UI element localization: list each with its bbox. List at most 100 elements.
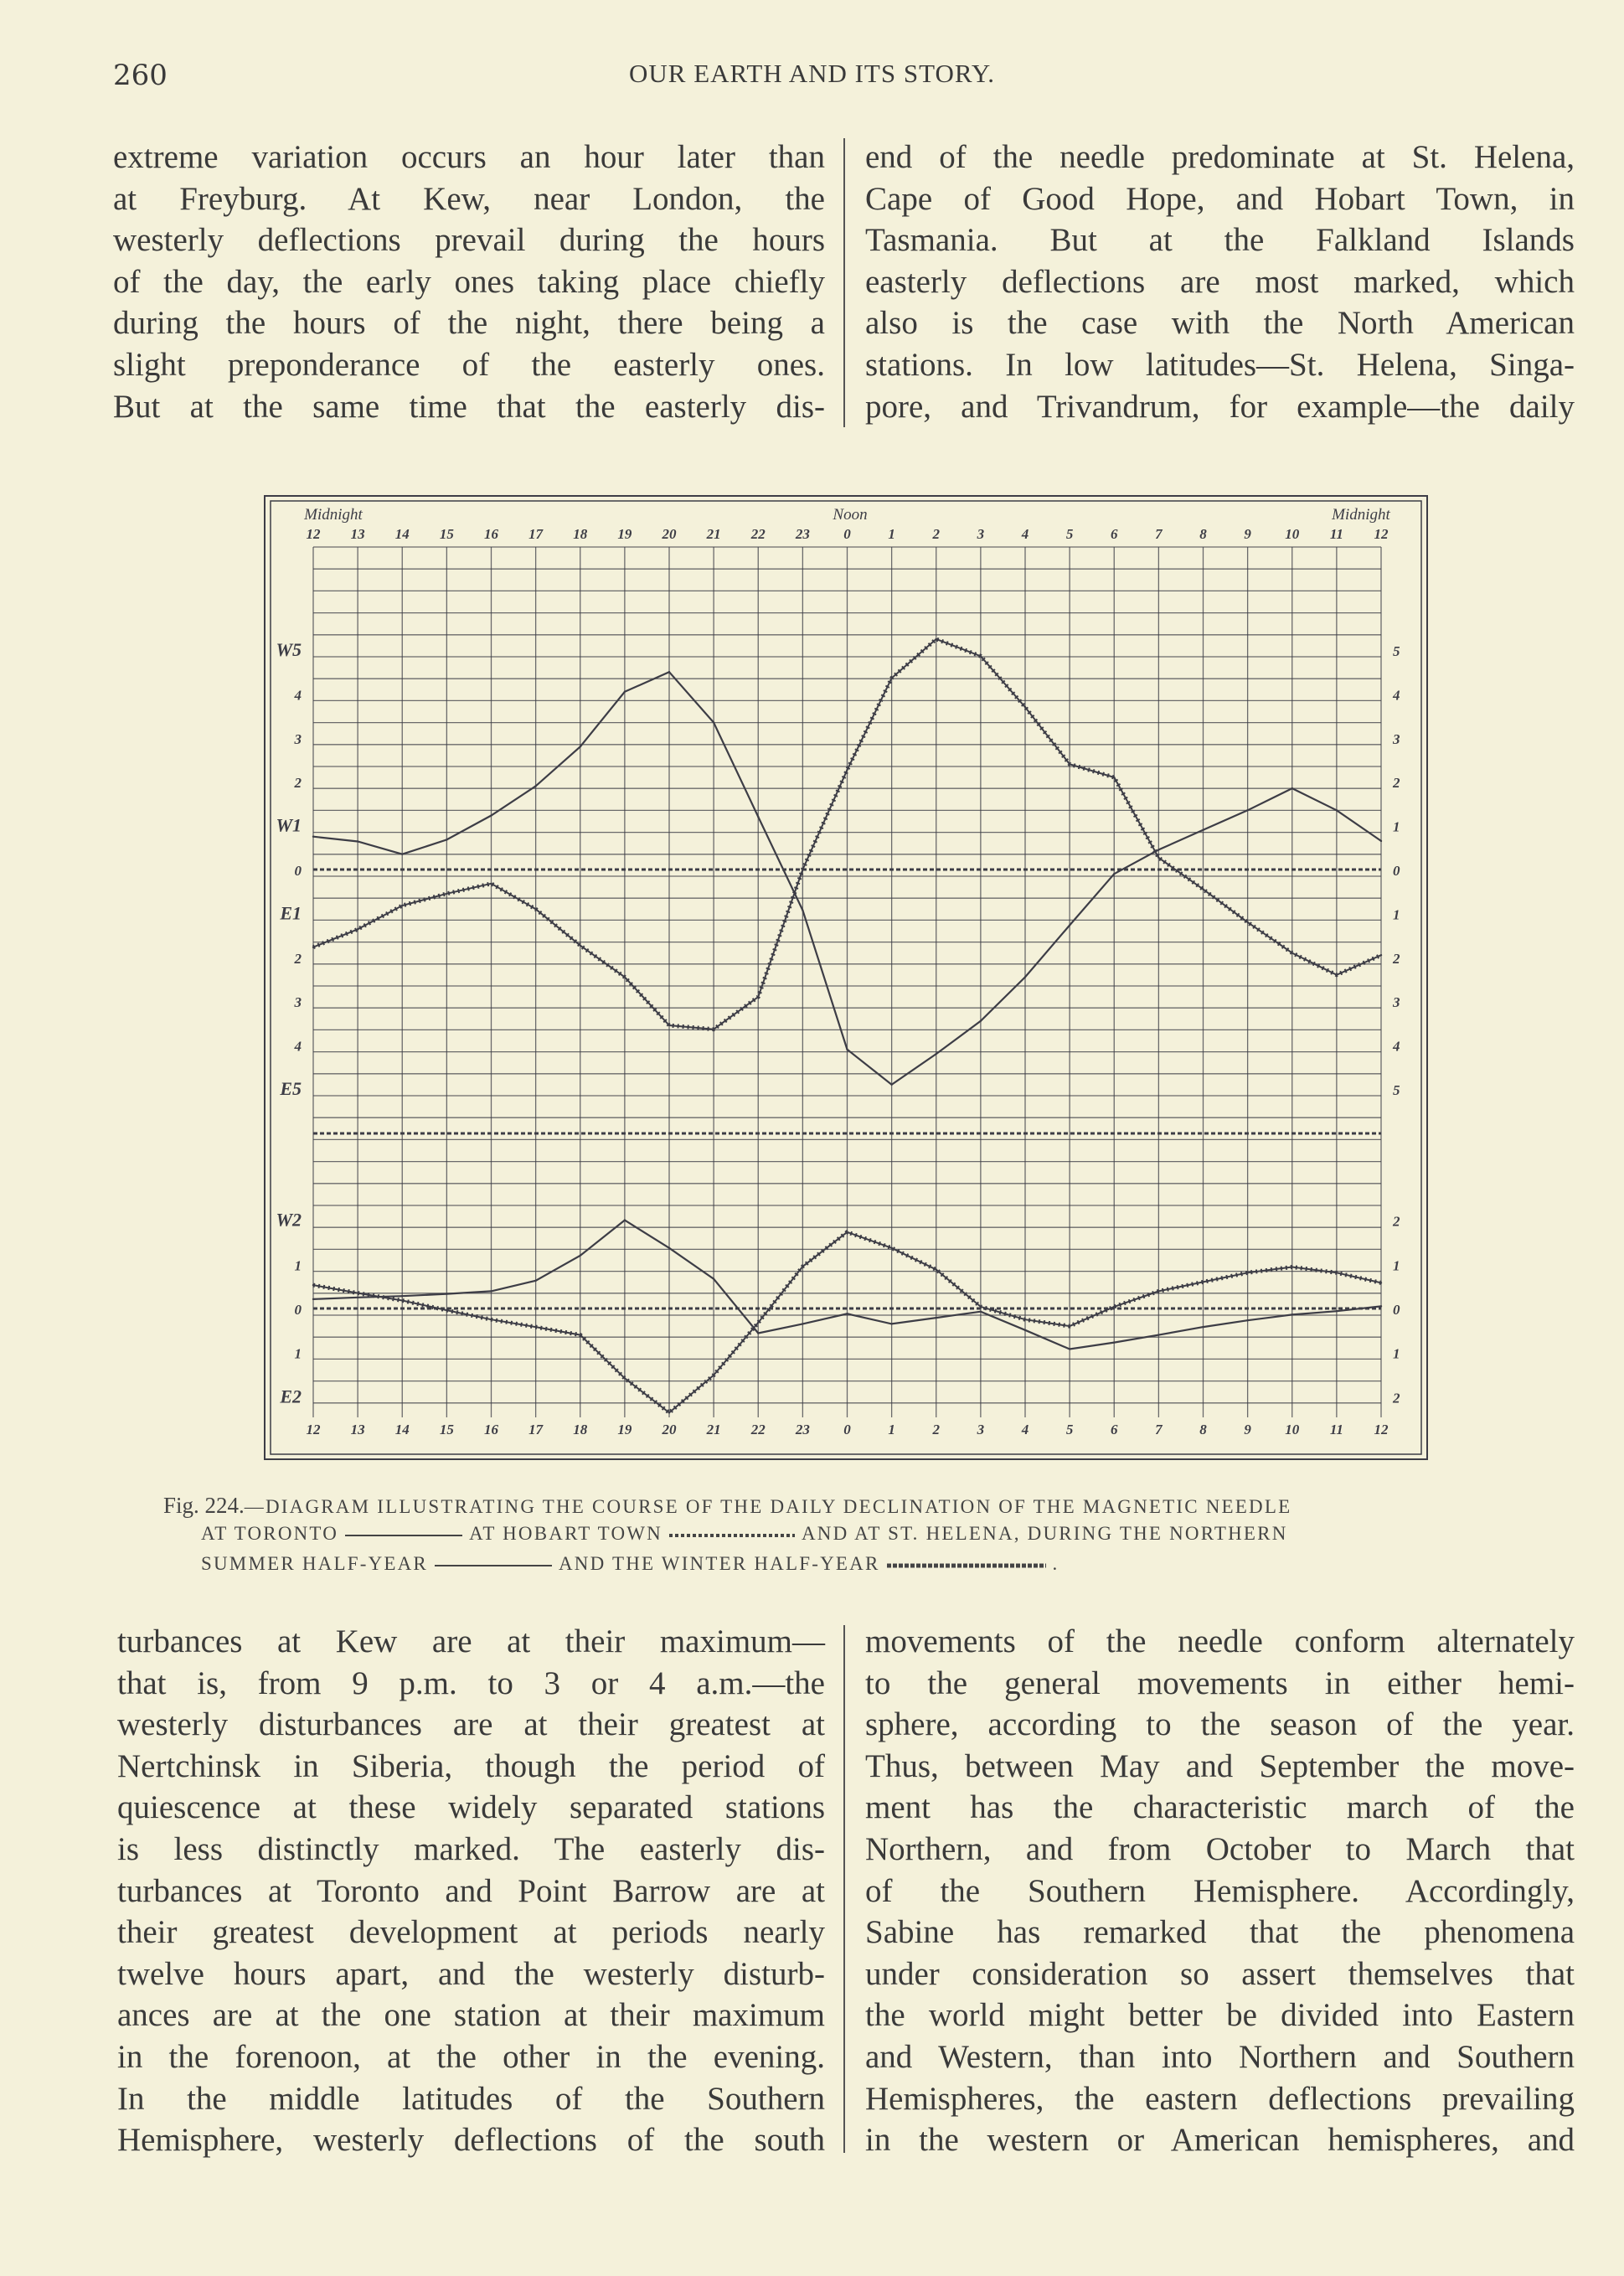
y-tick-label-left: E1 [279, 902, 302, 923]
x-tick-label-bottom: 12 [1374, 1422, 1389, 1437]
x-tick-label-top: 23 [795, 526, 811, 542]
data-point [890, 677, 893, 679]
data-point [802, 1265, 804, 1268]
data-point [757, 815, 760, 818]
text-line: extreme variation occurs an hour later t… [113, 139, 825, 175]
data-point [446, 839, 448, 841]
x-tick-label-bottom: 9 [1244, 1422, 1251, 1437]
data-point [846, 1048, 848, 1051]
x-tick-label-top: 11 [1330, 526, 1343, 542]
x-tick-label-bottom: 10 [1285, 1422, 1300, 1437]
y-tick-label-right: 2 [1392, 1214, 1400, 1230]
text-line: end of the needle predominate at St. Hel… [865, 139, 1575, 175]
data-point [534, 1325, 537, 1329]
data-point [579, 1254, 581, 1257]
y-tick-label-right: 5 [1393, 1082, 1400, 1098]
text-line: Northern, and from October to March that [865, 1830, 1575, 1867]
legend-dotted-line [886, 1563, 1046, 1568]
y-tick-label-left: 4 [294, 1039, 302, 1055]
data-point [1291, 787, 1293, 790]
data-point [935, 1268, 937, 1271]
x-tick-label-top: 19 [617, 526, 632, 542]
x-tick-label-bottom: 19 [617, 1422, 632, 1437]
data-point [712, 1028, 715, 1030]
text-line: In the middle latitudes of the Southern [117, 2080, 825, 2117]
data-point [1157, 1334, 1160, 1336]
text-line: movements of the needle conform alternat… [865, 1623, 1575, 1659]
data-point [979, 1019, 982, 1022]
caption-text: . [1052, 1553, 1059, 1574]
data-point [1113, 873, 1116, 875]
text-line: of the Southern Hemisphere. Accordingly, [865, 1872, 1575, 1909]
x-tick-label-top: 10 [1285, 526, 1300, 542]
data-point [356, 840, 359, 843]
x-tick-label-bottom: 8 [1199, 1422, 1207, 1437]
text-line: of the day, the early ones taking place … [113, 263, 825, 300]
data-point [1291, 952, 1293, 954]
y-tick-label-left: 2 [294, 775, 302, 791]
data-point [668, 671, 671, 674]
data-point [1113, 1305, 1116, 1308]
data-point [1023, 1318, 1027, 1321]
text-line: twelve hours apart, and the westerly dis… [117, 1955, 825, 1992]
x-tick-label-top: 9 [1244, 526, 1251, 542]
y-tick-label-left: 4 [294, 687, 302, 703]
text-line: to the general movements in either hemi- [865, 1664, 1575, 1701]
data-point [935, 637, 937, 641]
data-point [1023, 705, 1027, 709]
x-tick-label-bottom: 6 [1111, 1422, 1118, 1437]
x-tick-label-bottom: 2 [932, 1422, 941, 1437]
text-line: during the hours of the night, there bei… [113, 305, 825, 342]
data-point [979, 655, 982, 658]
data-point [1246, 809, 1249, 812]
data-point [490, 882, 492, 885]
legend-solid-line [434, 1564, 552, 1566]
text-line: westerly disturbances are at their great… [117, 1706, 825, 1743]
data-point [623, 976, 626, 978]
data-point [401, 853, 404, 855]
text-line: Cape of Good Hope, and Hobart Town, in [865, 180, 1575, 217]
data-point [668, 1412, 671, 1414]
data-point [312, 1298, 315, 1301]
data-point [1023, 1329, 1027, 1332]
caption-text: SUMMER HALF-YEAR [201, 1553, 428, 1574]
data-point [890, 1246, 893, 1250]
label-midnight-right: Midnight [1331, 506, 1390, 524]
data-point [446, 1308, 448, 1312]
y-tick-label-right: 4 [1392, 1039, 1400, 1055]
label-noon: Noon [832, 506, 867, 524]
top-right-column: end of the needle predominate at St. Hel… [865, 137, 1575, 427]
text-line: slight preponderance of the easterly one… [113, 346, 825, 383]
data-point [356, 928, 359, 931]
x-tick-label-bottom: 0 [843, 1422, 851, 1437]
data-point [1291, 1266, 1293, 1268]
data-point [356, 1292, 359, 1294]
data-point [490, 1290, 492, 1293]
y-tick-label-left: E2 [279, 1386, 302, 1406]
y-tick-label-right: 3 [1392, 994, 1400, 1010]
bottom-left-column: turbances at Kew are at their maximum— th… [117, 1621, 825, 2161]
caption-line-2: AT TORONTO AT HOBART TOWN AND AT ST. HELEN… [201, 1523, 1288, 1545]
data-point [1202, 1281, 1204, 1283]
y-tick-label-right: 1 [1393, 1346, 1400, 1362]
text-line: pore, and Trivandrum, for example—the da… [865, 388, 1575, 425]
text-line: westerly deflections prevail during the … [113, 222, 825, 259]
diagram-outer-frame [264, 495, 1428, 1460]
data-point [1068, 1348, 1071, 1350]
data-point [668, 1246, 671, 1250]
x-tick-label-top: 22 [750, 526, 766, 542]
text-line: Thus, between May and September the move… [865, 1747, 1575, 1784]
caption-text: AND AT ST. HELENA, DURING THE NORTHERN [801, 1523, 1288, 1544]
text-line: Hemisphere, westerly deflections of the … [117, 2122, 825, 2159]
text-line: Tasmania. But at the Falkland Islands [865, 222, 1575, 259]
text-line: sphere, according to the season of the y… [865, 1706, 1575, 1743]
text-line: at Freyburg. At Kew, near London, the [113, 180, 825, 217]
page-number: 260 [113, 59, 168, 92]
x-tick-label-top: 12 [307, 526, 322, 542]
x-tick-label-top: 12 [1374, 526, 1389, 542]
y-tick-label-right: 0 [1393, 863, 1400, 879]
running-title: OUR EARTH AND ITS STORY. [629, 59, 995, 88]
text-line: Hemispheres, the eastern deflections pre… [865, 2080, 1575, 2117]
data-point [579, 746, 581, 748]
